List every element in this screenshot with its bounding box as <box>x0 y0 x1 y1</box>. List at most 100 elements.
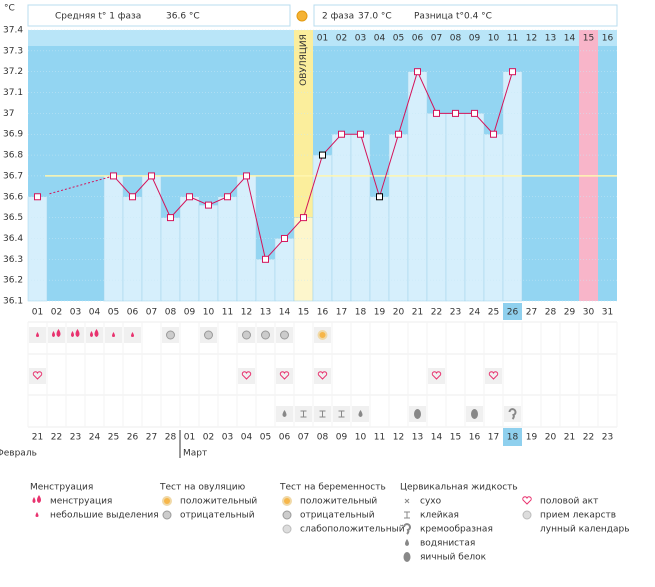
icon-sticky <box>338 410 345 418</box>
cycle-day: 15 <box>583 34 594 44</box>
date-label: 17 <box>488 433 499 443</box>
cycle-day: 06 <box>412 34 424 44</box>
icon-drop <box>90 329 99 337</box>
temp-point <box>129 193 136 201</box>
date-label: 15 <box>450 433 461 443</box>
icon-drop <box>112 332 115 337</box>
bar <box>407 71 428 302</box>
temp-point <box>395 130 402 138</box>
legend-title: Тест на беременность <box>279 483 386 493</box>
x-tick-label: 28 <box>545 308 557 318</box>
bar <box>445 113 466 302</box>
icon-drop <box>36 332 39 337</box>
date-label: 22 <box>51 433 62 443</box>
date-label: 20 <box>545 433 557 443</box>
legend-title: Цервикальная жидкость <box>400 483 518 493</box>
icon-heart <box>32 371 43 380</box>
icon-creamy <box>403 523 411 535</box>
y-tick-label: 36.7 <box>3 171 23 181</box>
icon-egg <box>471 409 478 419</box>
x-tick-label: 25 <box>488 308 499 318</box>
date-label: 25 <box>108 433 119 443</box>
bar <box>198 204 219 302</box>
date-label: 07 <box>298 433 309 443</box>
y-tick-label: 36.3 <box>3 255 23 265</box>
date-label: 11 <box>374 433 385 443</box>
x-tick-label: 09 <box>184 308 196 318</box>
symbol-cell <box>276 368 293 384</box>
icon-drop <box>35 512 39 517</box>
bar <box>426 113 447 302</box>
symbol-cell <box>86 327 103 343</box>
date-label: 06 <box>279 433 291 443</box>
bar <box>502 71 523 302</box>
temp-point <box>357 130 364 138</box>
icon-creamy <box>508 408 517 420</box>
icon-test-neg <box>166 330 175 340</box>
temp-point <box>509 68 516 76</box>
icon-test-pos <box>282 496 292 506</box>
header-value: 36.6 °C <box>166 12 200 22</box>
legend-text: половой акт <box>540 497 598 507</box>
y-tick-label: 36.9 <box>3 130 23 140</box>
bar <box>464 113 485 302</box>
date-label: 21 <box>564 433 575 443</box>
cycle-day: 04 <box>374 34 386 44</box>
date-label: 10 <box>355 433 367 443</box>
legend-text: менструация <box>50 497 112 507</box>
symbol-cell <box>238 368 255 384</box>
y-tick-label: 36.1 <box>3 297 23 307</box>
temp-point <box>34 193 41 201</box>
legend-text: клейкая <box>420 511 459 521</box>
icon-moon <box>524 525 528 533</box>
legend-text: слабоположительный <box>300 525 405 535</box>
x-tick-label: 17 <box>336 308 347 318</box>
ovulation-label: ОВУЛЯЦИЯ <box>299 34 309 86</box>
top-strip <box>28 30 617 46</box>
cycle-day: 14 <box>564 34 576 44</box>
unit-label: °C <box>4 4 15 14</box>
icon-test-neg <box>204 330 213 340</box>
y-tick-label: 36.5 <box>3 213 23 223</box>
temp-line <box>113 70 513 261</box>
icon-test-pos <box>162 496 172 506</box>
icon-heart <box>317 371 328 380</box>
today-bg <box>503 428 522 446</box>
y-tick-label: 36.4 <box>3 234 23 244</box>
cycle-day: 13 <box>545 34 556 44</box>
x-tick-label: 15 <box>298 308 309 318</box>
temp-point <box>433 109 440 117</box>
temp-point <box>186 193 193 201</box>
legend-text: яичный белок <box>420 553 487 563</box>
icon-drop <box>32 495 41 503</box>
y-tick-label: 37 <box>3 109 14 119</box>
x-tick-label: 12 <box>241 308 252 318</box>
x-tick-label: 21 <box>412 308 423 318</box>
legend-text: кремообразная <box>420 525 493 535</box>
bar <box>27 196 48 302</box>
icon-test-neg <box>242 330 251 340</box>
bar <box>217 196 238 302</box>
x-tick-label: 02 <box>51 308 62 318</box>
date-label: 12 <box>393 433 404 443</box>
icon-heart <box>431 371 442 380</box>
bar <box>122 196 143 302</box>
cycle-day: 16 <box>602 34 614 44</box>
temp-point <box>281 234 288 242</box>
temp-point <box>224 193 231 201</box>
temp-point <box>471 109 478 117</box>
legend-text: прием лекарств <box>540 511 616 521</box>
x-tick-label: 08 <box>165 308 177 318</box>
icon-water <box>358 410 363 417</box>
cycle-day: 02 <box>336 34 347 44</box>
date-label: 23 <box>70 433 81 443</box>
icon-sticky <box>404 511 410 519</box>
bar <box>369 196 390 302</box>
temp-point <box>205 201 212 209</box>
x-tick-label: 13 <box>260 308 271 318</box>
cycle-day: 09 <box>469 34 481 44</box>
icon-egg <box>403 552 411 562</box>
icon-heart <box>522 496 532 505</box>
date-label: 13 <box>412 433 423 443</box>
